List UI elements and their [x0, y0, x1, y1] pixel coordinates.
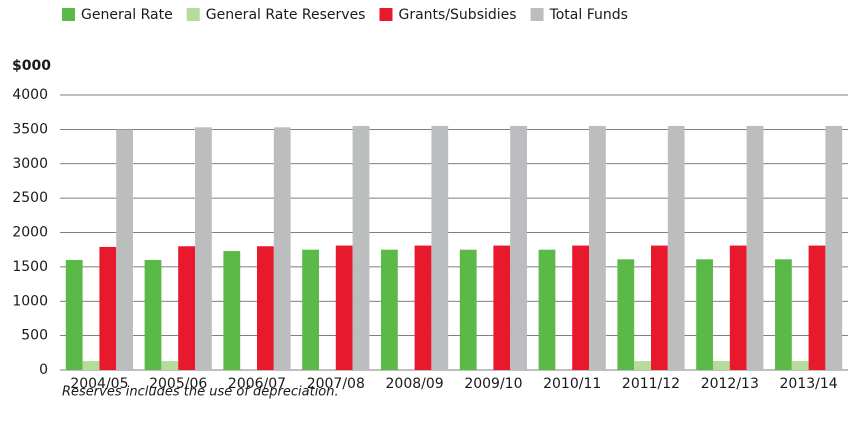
x-tick-label: 2008/09 — [386, 376, 444, 392]
legend-label: Total Funds — [549, 7, 628, 23]
bar — [589, 125, 606, 370]
x-tick-label: 2007/08 — [307, 376, 365, 392]
x-tick-label: 2010/11 — [543, 376, 601, 392]
bar — [302, 249, 319, 370]
legend-swatch — [379, 8, 393, 21]
y-tick-label: 3000 — [12, 156, 48, 172]
bar — [257, 246, 274, 370]
bar — [808, 245, 826, 370]
bar — [696, 259, 713, 370]
legend-label: General Rate — [81, 7, 173, 23]
bar — [65, 260, 83, 370]
x-tick-label: 2012/13 — [701, 376, 759, 392]
y-tick-label: 4000 — [12, 87, 48, 103]
y-tick-label: 2000 — [12, 225, 48, 241]
bar — [510, 125, 527, 370]
y-tick-label: 0 — [39, 362, 48, 378]
y-tick-label: 2500 — [12, 190, 48, 206]
y-tick-label: 3500 — [12, 121, 48, 137]
bar — [195, 127, 212, 370]
bar — [116, 129, 133, 370]
bar — [223, 251, 241, 370]
bar — [99, 246, 117, 370]
x-tick-label: 2005/06 — [149, 376, 207, 392]
bar — [713, 361, 730, 370]
x-tick-label: 2006/07 — [228, 376, 286, 392]
bar — [144, 260, 162, 370]
bar — [414, 245, 432, 370]
y-axis-label: $000 — [12, 58, 51, 74]
x-tick-label: 2011/12 — [622, 376, 680, 392]
bar — [572, 245, 589, 370]
bar — [459, 249, 477, 370]
bar — [352, 125, 370, 370]
bar — [381, 249, 398, 370]
bar — [729, 245, 747, 370]
legend-swatch — [186, 8, 200, 21]
footnote: Reserves includes the use of depreciatio… — [62, 385, 339, 400]
bar — [273, 127, 291, 370]
bar — [161, 361, 179, 370]
bar — [651, 245, 668, 370]
x-tick-label: 2004/05 — [70, 376, 128, 392]
legend-label: General Rate Reserves — [206, 7, 366, 23]
legend-swatch — [62, 8, 75, 21]
bar — [746, 125, 764, 370]
y-tick-label: 1500 — [12, 259, 48, 275]
y-tick-label: 500 — [21, 328, 48, 344]
x-tick-label: 2009/10 — [464, 376, 522, 392]
bar — [825, 125, 843, 370]
bar — [617, 259, 635, 370]
legend-label: Grants/Subsidies — [398, 7, 516, 23]
bar — [667, 125, 685, 370]
bar — [634, 361, 651, 370]
legend-swatch — [530, 8, 544, 21]
bar — [431, 125, 449, 370]
bar — [82, 361, 100, 370]
bar — [538, 249, 556, 370]
bar — [493, 245, 511, 370]
bar — [335, 245, 353, 370]
bar — [775, 259, 792, 370]
bar — [791, 361, 809, 370]
bar — [178, 246, 195, 370]
y-tick-label: 1000 — [12, 293, 48, 309]
x-tick-label: 2013/14 — [780, 376, 838, 392]
